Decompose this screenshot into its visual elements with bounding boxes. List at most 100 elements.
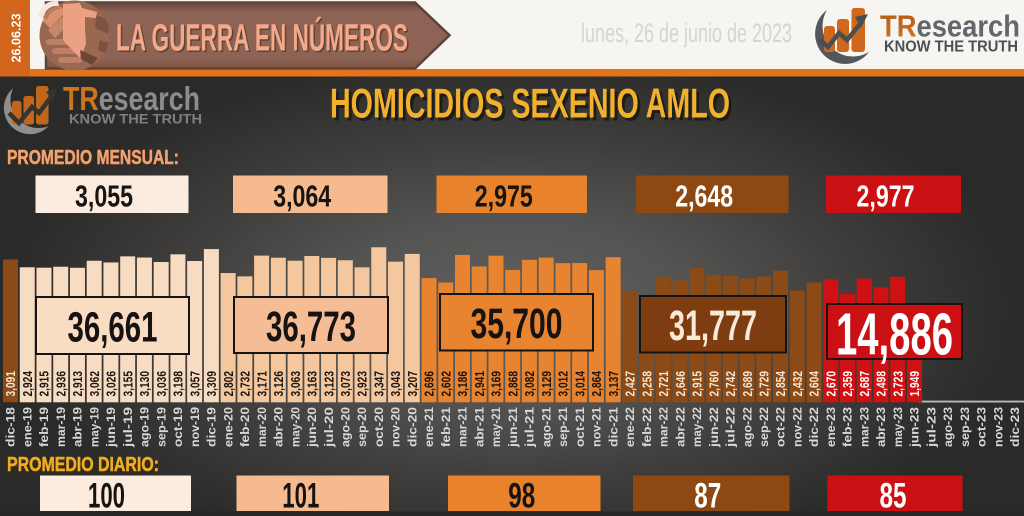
svg-text:TResearch: TResearch (880, 9, 1020, 44)
svg-text:LA GUERRA EN NÚMEROS: LA GUERRA EN NÚMEROS (118, 17, 410, 61)
svg-text:3,347: 3,347 (372, 371, 386, 397)
svg-text:sep-21: sep-21 (556, 407, 570, 447)
svg-text:TResearch: TResearch (63, 80, 200, 117)
svg-text:2,696: 2,696 (423, 371, 437, 397)
svg-text:jun-21: jun-21 (506, 407, 520, 449)
svg-text:2,868: 2,868 (506, 371, 520, 397)
svg-text:87: 87 (694, 477, 721, 516)
svg-text:ene-22: ene-22 (623, 407, 637, 447)
svg-text:3,169: 3,169 (490, 371, 504, 397)
svg-text:2,689: 2,689 (741, 371, 755, 397)
svg-text:mar-20: mar-20 (255, 407, 269, 447)
svg-text:3,171: 3,171 (255, 371, 269, 397)
svg-text:PROMEDIO MENSUAL:: PROMEDIO MENSUAL: (9, 148, 181, 171)
svg-text:jun-20: jun-20 (305, 407, 319, 449)
svg-text:ene-19: ene-19 (20, 407, 34, 447)
svg-text:2,498: 2,498 (875, 371, 889, 397)
svg-text:98: 98 (508, 477, 535, 516)
svg-text:KNOW THE TRUTH: KNOW THE TRUTH (884, 39, 1018, 56)
svg-text:jun-23: jun-23 (908, 407, 922, 449)
svg-text:oct-22: oct-22 (774, 406, 788, 447)
svg-text:3,198: 3,198 (172, 371, 186, 397)
svg-text:nov-19: nov-19 (188, 407, 202, 447)
svg-text:mar-21: mar-21 (456, 407, 470, 447)
svg-text:2,760: 2,760 (707, 371, 721, 397)
svg-text:3,026: 3,026 (105, 371, 119, 397)
svg-text:3,126: 3,126 (272, 371, 286, 397)
svg-text:3,123: 3,123 (322, 371, 336, 397)
svg-text:jun-19: jun-19 (104, 407, 118, 449)
svg-text:jul-19: jul-19 (121, 406, 135, 448)
svg-text:ago-22: ago-22 (740, 407, 754, 447)
svg-text:101: 101 (282, 477, 319, 516)
svg-text:sep-20: sep-20 (355, 407, 369, 447)
svg-text:2,432: 2,432 (791, 371, 805, 397)
svg-text:3,129: 3,129 (540, 371, 554, 397)
svg-text:2,915: 2,915 (38, 371, 52, 397)
svg-text:85: 85 (880, 477, 907, 516)
svg-text:may-23: may-23 (891, 407, 905, 447)
svg-text:2,359: 2,359 (841, 371, 855, 397)
svg-text:2,602: 2,602 (439, 371, 453, 397)
svg-text:dic-20: dic-20 (405, 407, 419, 447)
svg-text:3,155: 3,155 (121, 371, 135, 397)
svg-text:2,975: 2,975 (475, 179, 533, 214)
svg-text:abr-21: abr-21 (472, 407, 486, 447)
svg-text:HOMICIDIOS SEXENIO AMLO: HOMICIDIOS SEXENIO AMLO (330, 80, 730, 127)
svg-text:2,915: 2,915 (691, 371, 705, 397)
svg-text:dic-18: dic-18 (4, 407, 18, 447)
svg-text:PROMEDIO DIARIO:: PROMEDIO DIARIO: (7, 453, 159, 476)
svg-text:oct-20: oct-20 (372, 406, 386, 447)
svg-text:3,186: 3,186 (456, 371, 470, 397)
svg-text:mar-19: mar-19 (54, 407, 68, 447)
svg-text:ene-20: ene-20 (221, 407, 235, 447)
svg-text:feb-20: feb-20 (238, 406, 252, 447)
svg-text:3,036: 3,036 (155, 371, 169, 397)
svg-text:dic-21: dic-21 (606, 407, 620, 447)
svg-text:PROMEDIO MENSUAL:: PROMEDIO MENSUAL: (7, 146, 179, 169)
svg-text:abr-23: abr-23 (874, 407, 888, 447)
svg-text:mar-22: mar-22 (657, 407, 671, 447)
svg-text:feb-22: feb-22 (640, 406, 654, 447)
svg-text:36,773: 36,773 (266, 303, 356, 351)
svg-text:35,700: 35,700 (471, 300, 563, 348)
svg-text:abr-19: abr-19 (71, 407, 85, 447)
svg-text:ago-19: ago-19 (138, 407, 152, 447)
svg-text:1,949: 1,949 (908, 371, 922, 397)
svg-text:26.06.23: 26.06.23 (9, 14, 24, 63)
svg-text:2,936: 2,936 (54, 371, 68, 397)
svg-text:14,886: 14,886 (836, 302, 953, 368)
svg-text:dic-19: dic-19 (205, 407, 219, 447)
svg-text:oct-23: oct-23 (975, 406, 989, 447)
svg-text:2,604: 2,604 (808, 371, 822, 397)
svg-text:2,648: 2,648 (675, 179, 733, 214)
svg-text:feb-23: feb-23 (841, 406, 855, 447)
svg-text:3,091: 3,091 (4, 371, 18, 397)
svg-text:jul-23: jul-23 (924, 406, 938, 448)
svg-text:2,941: 2,941 (473, 371, 487, 397)
svg-text:3,082: 3,082 (523, 371, 537, 397)
svg-text:2,427: 2,427 (624, 371, 638, 397)
svg-text:3,073: 3,073 (339, 371, 353, 397)
svg-text:abr-22: abr-22 (673, 407, 687, 447)
svg-text:feb-21: feb-21 (439, 406, 453, 447)
svg-text:ago-20: ago-20 (339, 407, 353, 447)
svg-text:3,063: 3,063 (289, 371, 303, 397)
svg-text:nov-21: nov-21 (590, 407, 604, 447)
svg-text:2,732: 2,732 (239, 371, 253, 397)
svg-text:2,913: 2,913 (71, 371, 85, 397)
svg-text:lunes, 26 de junio de 2023: lunes, 26 de junio de 2023 (581, 18, 792, 48)
svg-text:jul-22: jul-22 (724, 406, 738, 448)
svg-text:2,723: 2,723 (891, 371, 905, 397)
svg-text:31,777: 31,777 (669, 302, 757, 350)
svg-text:2,258: 2,258 (640, 371, 654, 397)
svg-text:100: 100 (88, 477, 125, 516)
svg-text:3,062: 3,062 (88, 371, 102, 397)
svg-text:3,057: 3,057 (188, 371, 202, 397)
svg-text:3,137: 3,137 (607, 371, 621, 397)
svg-text:3,043: 3,043 (389, 371, 403, 397)
svg-text:oct-21: oct-21 (573, 406, 587, 447)
svg-text:2,742: 2,742 (724, 371, 738, 397)
svg-text:sep-22: sep-22 (757, 407, 771, 447)
svg-text:2,670: 2,670 (824, 371, 838, 397)
